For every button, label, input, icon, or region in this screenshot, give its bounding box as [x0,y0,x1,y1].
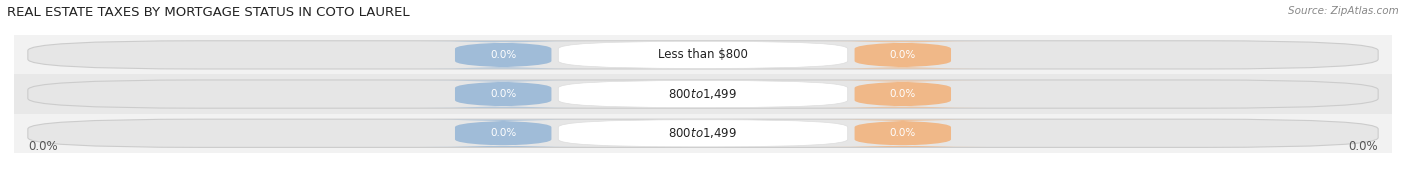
FancyBboxPatch shape [558,120,848,147]
FancyBboxPatch shape [820,81,986,108]
Bar [14,74,1392,114]
Text: 0.0%: 0.0% [890,50,915,60]
FancyBboxPatch shape [28,80,1378,108]
FancyBboxPatch shape [28,119,1378,147]
FancyBboxPatch shape [420,81,586,108]
Text: 0.0%: 0.0% [28,140,58,153]
Text: 0.0%: 0.0% [890,89,915,99]
FancyBboxPatch shape [558,81,848,108]
FancyBboxPatch shape [28,41,1378,69]
Text: 0.0%: 0.0% [1348,140,1378,153]
Text: $800 to $1,499: $800 to $1,499 [668,126,738,140]
Text: 0.0%: 0.0% [491,128,516,138]
Text: Source: ZipAtlas.com: Source: ZipAtlas.com [1288,6,1399,16]
FancyBboxPatch shape [558,41,848,68]
FancyBboxPatch shape [420,120,586,147]
Bar [14,35,1392,74]
FancyBboxPatch shape [820,41,986,68]
FancyBboxPatch shape [420,41,586,68]
Text: $800 to $1,499: $800 to $1,499 [668,87,738,101]
Text: Less than $800: Less than $800 [658,48,748,61]
Text: REAL ESTATE TAXES BY MORTGAGE STATUS IN COTO LAUREL: REAL ESTATE TAXES BY MORTGAGE STATUS IN … [7,6,409,19]
Text: 0.0%: 0.0% [491,50,516,60]
Bar [14,114,1392,153]
FancyBboxPatch shape [820,120,986,147]
Text: 0.0%: 0.0% [491,89,516,99]
Text: 0.0%: 0.0% [890,128,915,138]
